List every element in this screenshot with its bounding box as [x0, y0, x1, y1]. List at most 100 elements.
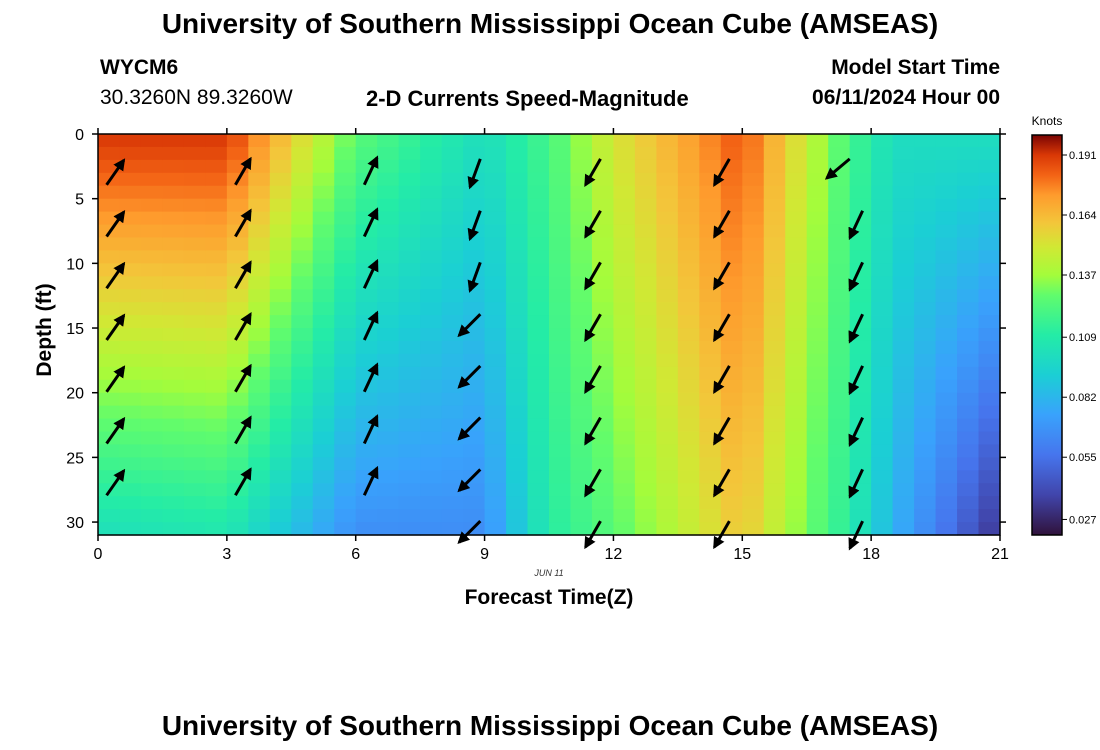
heatmap-cell — [591, 328, 615, 342]
heatmap-cell — [656, 276, 679, 290]
heatmap-cell — [677, 263, 700, 277]
current-vector — [848, 261, 864, 292]
heatmap-cell — [806, 483, 829, 497]
heatmap-cell — [591, 457, 615, 471]
heatmap-cell — [634, 405, 657, 420]
station-id: WYCM6 — [100, 56, 179, 79]
heatmap-cell — [742, 328, 765, 342]
heatmap-cell — [484, 444, 507, 458]
heatmap-cell — [248, 237, 271, 252]
heatmap-cell — [140, 509, 164, 523]
heatmap-cell — [656, 444, 679, 458]
heatmap-cell — [634, 237, 657, 252]
heatmap-cell — [377, 457, 400, 471]
heatmap-cell — [183, 224, 206, 239]
heatmap-cell — [978, 146, 1001, 161]
heatmap-cell — [656, 211, 679, 226]
heatmap-cell — [506, 405, 529, 420]
heatmap-cell — [398, 444, 421, 458]
heatmap-cell — [291, 159, 314, 174]
heatmap-cell — [398, 340, 421, 355]
heatmap-cell — [634, 444, 657, 458]
heatmap-cell — [549, 522, 572, 536]
heatmap-cell — [763, 470, 786, 484]
heatmap-cell — [978, 353, 1001, 368]
heatmap-cell — [205, 444, 228, 458]
heatmap-cell — [269, 457, 292, 471]
heatmap-cell — [205, 263, 228, 277]
heatmap-cell — [677, 328, 700, 342]
y-tick-label: 25 — [66, 450, 84, 467]
heatmap-cell — [248, 496, 271, 510]
heatmap-cell — [420, 159, 443, 174]
heatmap-cell — [763, 146, 786, 161]
heatmap-cell — [570, 470, 593, 484]
heatmap-cell — [914, 315, 937, 329]
heatmap-cell — [806, 328, 829, 342]
heatmap-cell — [441, 289, 464, 303]
heatmap-cell — [634, 315, 657, 329]
heatmap-cell — [785, 250, 808, 264]
heatmap-cell — [828, 198, 851, 213]
heatmap-cell — [269, 211, 292, 226]
heatmap-cell — [892, 224, 915, 239]
current-vector — [584, 158, 602, 187]
heatmap-cell — [420, 302, 443, 316]
heatmap-cell — [806, 379, 829, 394]
heatmap-cell — [978, 366, 1001, 381]
heatmap-cell — [892, 328, 915, 342]
heatmap-cell — [506, 211, 529, 226]
heatmap-cell — [248, 185, 271, 200]
heatmap-cell — [849, 392, 872, 407]
heatmap-cell — [140, 134, 164, 148]
heatmap-cell — [183, 315, 206, 329]
heatmap-cell — [398, 509, 421, 523]
heatmap-cell — [785, 418, 808, 433]
heatmap-cell — [613, 302, 636, 316]
heatmap-cell — [269, 237, 292, 252]
heatmap-cell — [785, 328, 808, 342]
heatmap-cell — [527, 159, 550, 174]
heatmap-cell — [613, 418, 636, 433]
heatmap-cell — [763, 522, 786, 536]
heatmap-cell — [914, 496, 937, 510]
heatmap-cell — [463, 211, 486, 226]
heatmap-cell — [527, 340, 550, 355]
heatmap-cell — [742, 315, 765, 329]
model-start-value: 06/11/2024 Hour 00 — [812, 86, 1000, 109]
colorbar-tick-label: 0.137 — [1069, 270, 1097, 282]
x-tick-label: 12 — [605, 546, 623, 563]
heatmap-cell — [119, 522, 142, 536]
heatmap-cell — [914, 159, 937, 174]
heatmap-cell — [613, 444, 636, 458]
heatmap-cell — [312, 418, 335, 433]
heatmap-cell — [441, 496, 464, 510]
heatmap-cell — [656, 237, 679, 252]
x-tick-label: 21 — [991, 546, 1009, 563]
heatmap-cell — [441, 353, 464, 368]
heatmap-cell — [849, 340, 872, 355]
heatmap-cell — [527, 185, 550, 200]
heatmap-cell — [484, 185, 507, 200]
heatmap-cell — [613, 159, 636, 174]
current-vector — [234, 208, 252, 238]
heatmap-cell — [957, 172, 980, 187]
current-vector — [105, 210, 126, 238]
heatmap-cell — [140, 405, 164, 420]
heatmap-cell — [978, 211, 1001, 226]
heatmap-cell — [677, 289, 700, 303]
heatmap-cell — [98, 522, 121, 536]
heatmap-cell — [720, 302, 743, 316]
heatmap-cell — [506, 444, 529, 458]
heatmap-cell — [634, 302, 657, 316]
heatmap-cell — [441, 276, 464, 290]
heatmap-cell — [527, 224, 550, 239]
heatmap-cell — [205, 302, 228, 316]
heatmap-cell — [334, 522, 357, 536]
heatmap-cell — [334, 328, 357, 342]
heatmap-cell — [119, 353, 142, 368]
heatmap-cell — [441, 211, 464, 226]
heatmap-cell — [785, 431, 808, 446]
heatmap-cell — [849, 263, 872, 277]
heatmap-cell — [162, 250, 185, 264]
